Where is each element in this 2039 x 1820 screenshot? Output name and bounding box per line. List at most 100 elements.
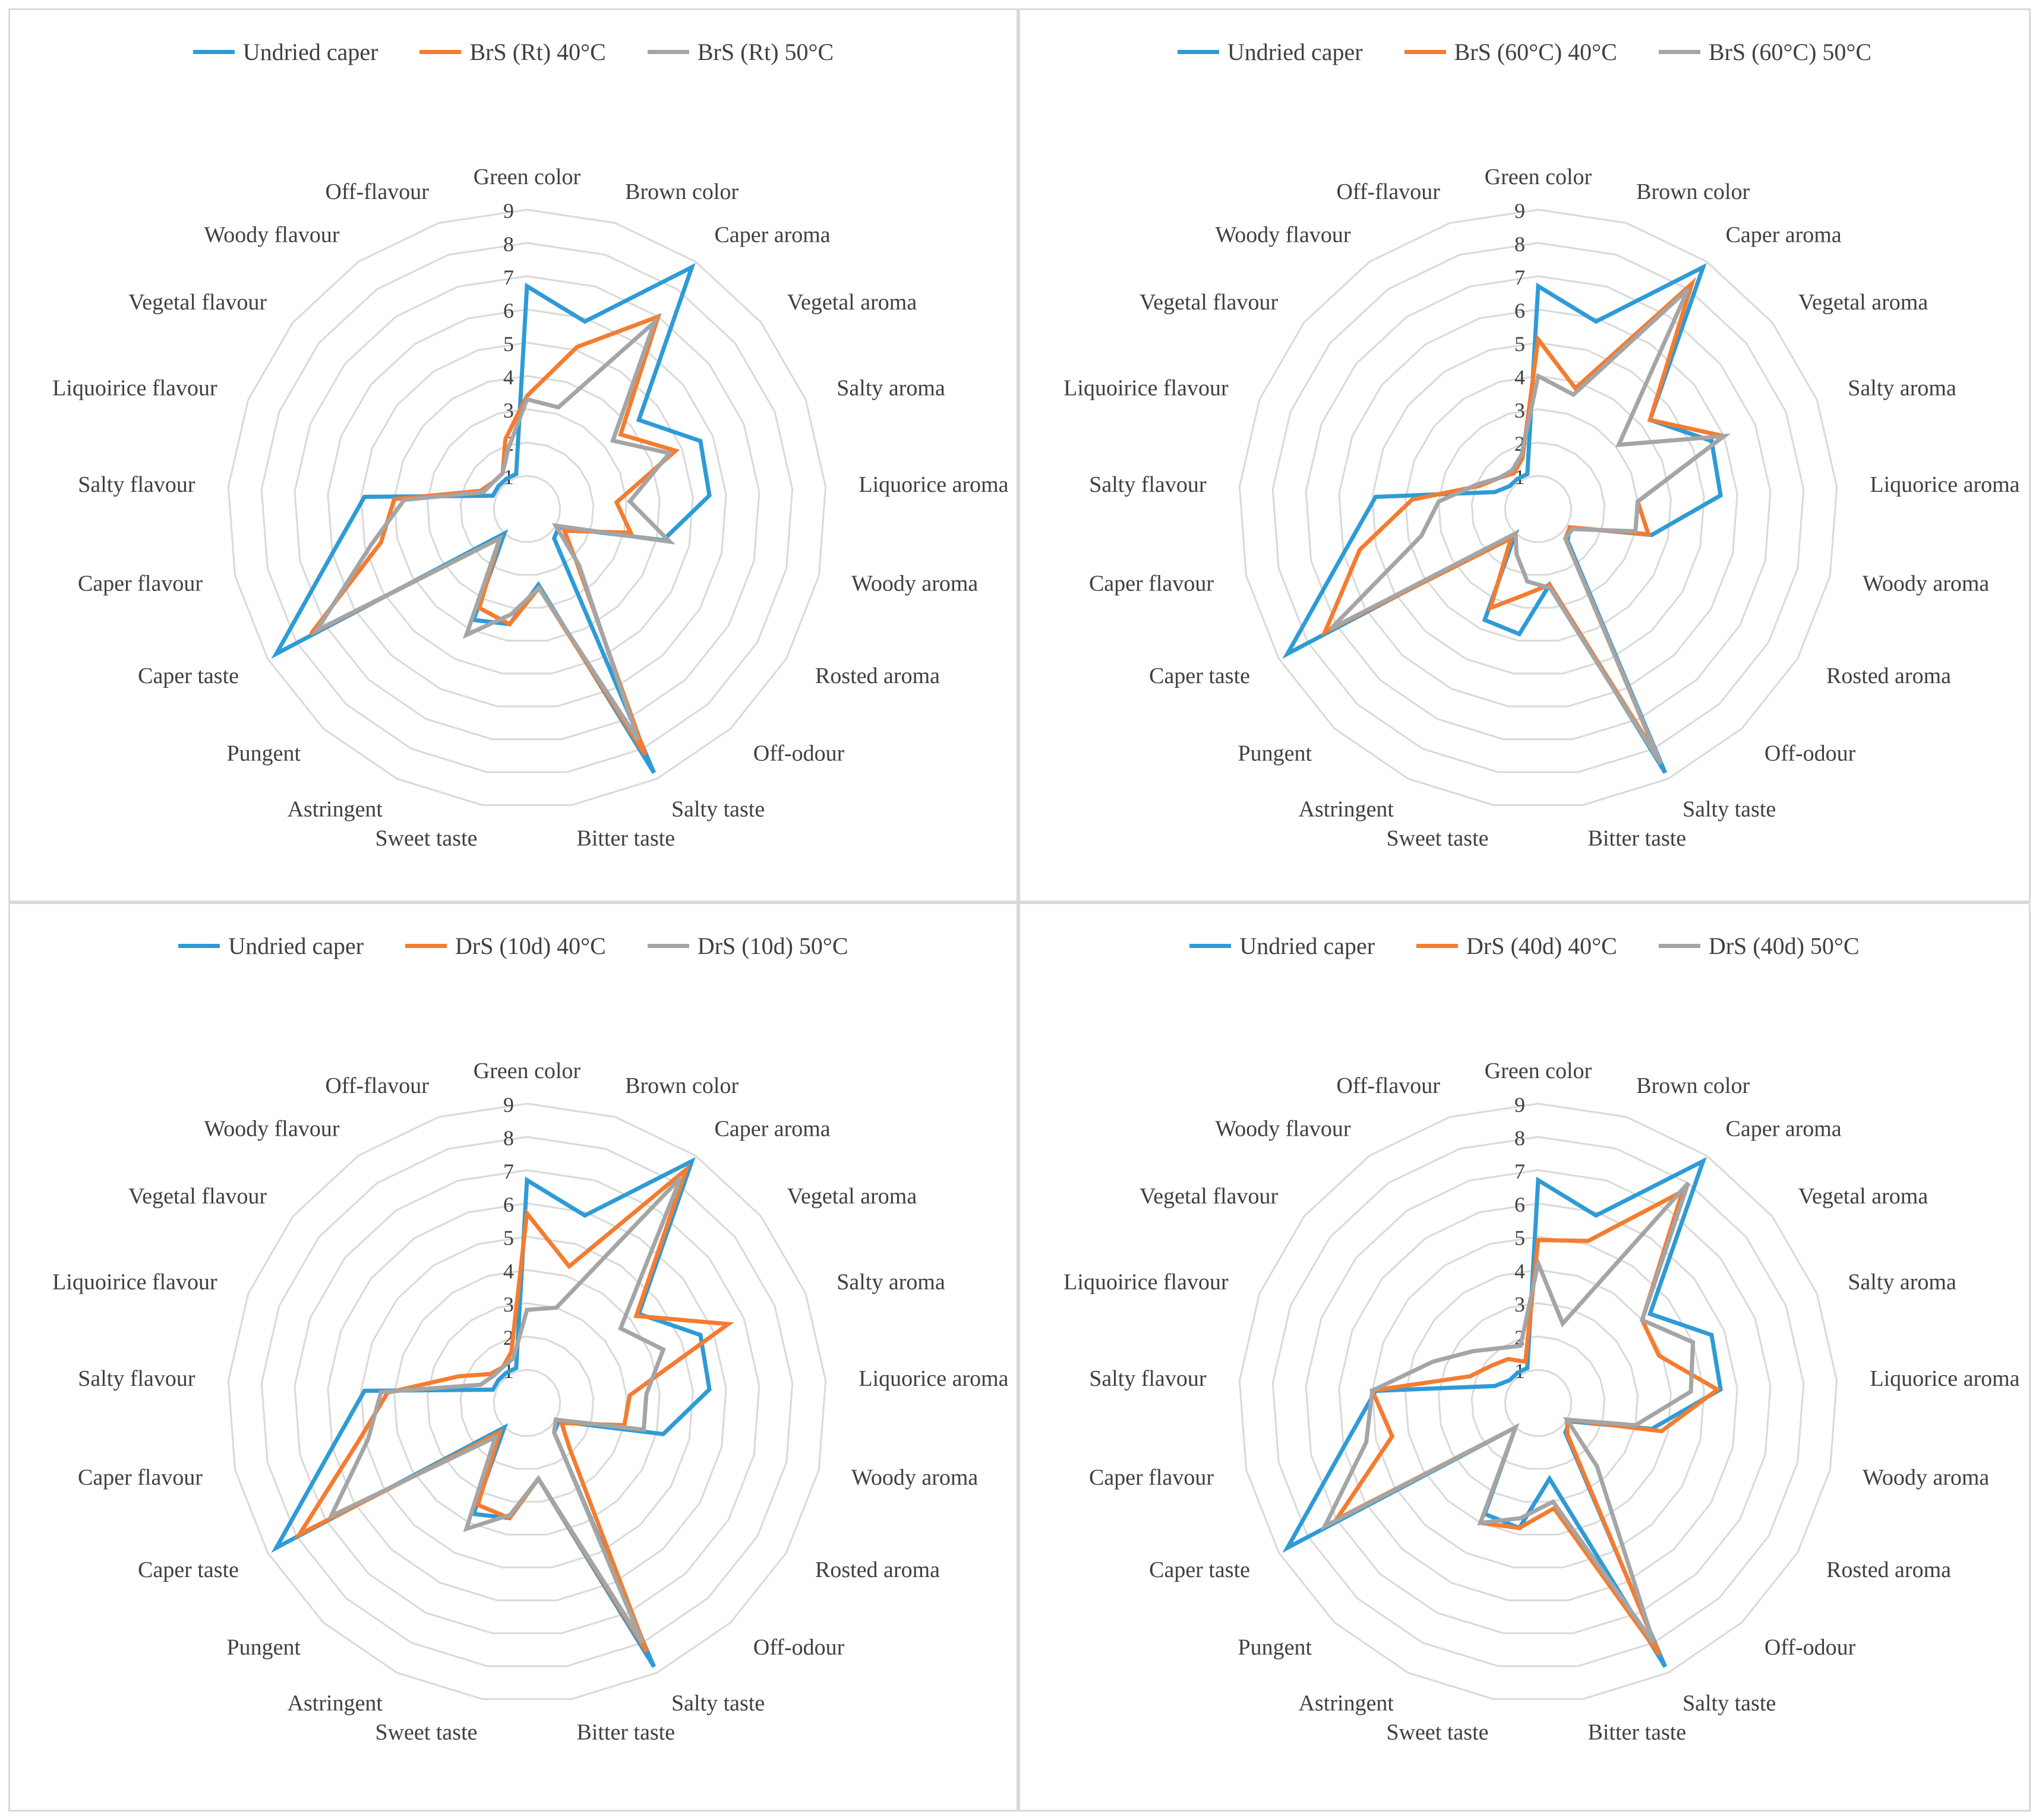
grid-ring [1371,342,1705,675]
grid-ring [459,441,595,576]
axis-label: Woody flavour [1215,222,1350,247]
axis-label: Off-flavour [1336,1073,1440,1098]
axis-label: Liquoirice flavour [52,1269,217,1294]
grid-ring [1271,242,1805,773]
axis-label: Caper flavour [78,1465,203,1490]
grid-ring [260,1136,794,1667]
axis-label: Pungent [1238,1635,1312,1660]
axis-label: Off-odour [753,741,845,766]
legend-swatch [1416,943,1459,948]
radar-panel-drs-40d: Undried caper DrS (40d) 40°C DrS (40d) 5… [1018,902,2031,1812]
tick-label: 9 [503,199,514,223]
grid-ring [1238,208,1838,806]
axis-label: Liquorice aroma [1870,472,2019,497]
tick-label: 6 [1514,299,1525,323]
axis-label: Vegetal aroma [1798,1184,1928,1209]
grid-ring [1470,441,1606,576]
grid-ring [1504,475,1573,543]
grid-ring [426,408,628,609]
legend-label: BrS (60°C) 50°C [1708,38,1872,65]
legend-swatch [1658,943,1700,948]
axis-label: Caper aroma [1726,222,1842,247]
grid-ring [1238,1102,1838,1700]
axis-label: Off-flavour [325,179,429,204]
legend-label: Undried caper [1227,38,1363,65]
axis-label: Liquorice aroma [858,1366,1008,1391]
grid-ring [1437,408,1639,609]
axis-label: Vegetal flavour [1140,290,1279,315]
axis-label: Sweet taste [375,826,477,851]
tick-label: 5 [1514,332,1525,356]
tick-label: 9 [1514,1093,1525,1117]
legend-label: Undried caper [1239,932,1375,959]
axis-label: Astringent [1299,1691,1394,1716]
legend-swatch [419,49,462,54]
axis-label: Woody aroma [851,1465,978,1490]
grid-ring [493,475,561,543]
series-line [1330,1187,1721,1656]
grid-ring [1305,275,1772,741]
series-line [1329,287,1731,765]
axis-label: Caper taste [1149,663,1250,688]
axis-label: Vegetal flavour [128,290,267,315]
tick-label: 9 [503,1093,514,1117]
axis-label: Bitter taste [577,826,676,851]
tick-label: 8 [1514,232,1525,256]
axis-label: Liquorice aroma [1870,1366,2019,1391]
legend-swatch [178,943,220,948]
tick-label: 8 [503,1126,514,1150]
axis-label: Woody flavour [1215,1116,1350,1141]
grid-ring [1338,308,1738,707]
axis-label: Off-flavour [1336,179,1440,204]
axis-label: Off-flavour [325,1073,429,1098]
grid-ring [459,1335,595,1470]
series-line [311,315,676,741]
legend-swatch [647,943,689,948]
legend-label: Undried caper [228,932,364,959]
axis-label: Vegetal aroma [787,290,917,315]
legend-item: BrS (Rt) 50°C [647,38,834,66]
axis-label: Brown color [625,179,738,204]
radar-panel-brs-rt: Undried caper BrS (Rt) 40°C BrS (Rt) 50°… [8,8,1018,902]
tick-label: 9 [1514,199,1525,223]
axis-label: Salty flavour [78,1366,195,1391]
tick-label: 7 [1514,1159,1525,1183]
grid-ring [1371,1236,1705,1569]
axis-label: Woody aroma [1863,1465,1989,1490]
axis-label: Green color [1485,1058,1592,1083]
grid-ring [260,242,794,773]
tick-label: 3 [503,399,514,422]
legend-label: DrS (40d) 50°C [1708,932,1860,959]
grid-ring [426,1302,628,1503]
legend: Undried caper BrS (Rt) 40°C BrS (Rt) 50°… [10,28,1017,75]
radar-panel-drs-10d: Undried caper DrS (10d) 40°C DrS (10d) 5… [8,902,1018,1812]
axis-label: Caper aroma [715,1116,831,1141]
axis-label: Vegetal flavour [128,1184,267,1209]
legend-swatch [647,49,689,54]
axis-label: Rosted aroma [1826,663,1951,688]
axis-label: Vegetal flavour [1140,1184,1279,1209]
legend-item: DrS (40d) 50°C [1658,932,1860,960]
axis-label: Salty taste [1683,1691,1776,1716]
axis-label: Pungent [227,1635,301,1660]
axis-label: Astringent [288,1691,383,1716]
tick-label: 5 [503,332,514,356]
axis-label: Salty taste [1683,797,1776,822]
legend-swatch [1404,49,1446,54]
axis-label: Liquoirice flavour [1063,375,1229,400]
legend-label: BrS (Rt) 40°C [469,38,606,65]
tick-label: 6 [1514,1193,1525,1217]
axis-label: Salty aroma [837,1269,945,1294]
legend-label: DrS (10d) 50°C [697,932,848,959]
axis-label: Caper taste [138,663,239,688]
axis-label: Off-odour [1765,1635,1856,1660]
axis-label: Caper flavour [1089,1465,1214,1490]
axis-label: Caper aroma [1726,1116,1842,1141]
axis-label: Woody aroma [1863,571,1989,596]
axis-label: Bitter taste [1588,1720,1687,1745]
tick-label: 6 [503,1193,514,1217]
axis-label: Salty aroma [1848,375,1956,400]
tick-label: 4 [1514,1259,1525,1283]
tick-label: 3 [503,1293,514,1316]
